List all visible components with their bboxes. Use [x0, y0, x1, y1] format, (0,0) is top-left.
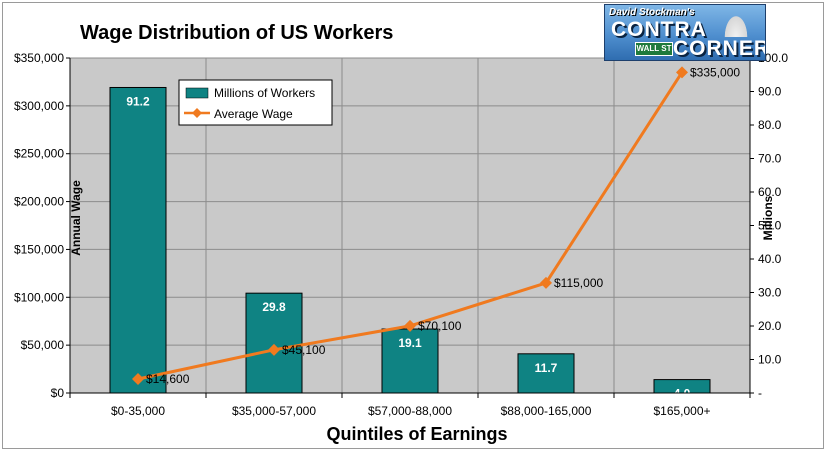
right-tick-label: 50.0	[758, 219, 782, 233]
line-point-marker	[404, 319, 416, 332]
right-tick-label: 70.0	[758, 152, 782, 166]
right-tick-label: 30.0	[758, 286, 782, 300]
left-tick-label: $50,000	[21, 338, 65, 352]
left-tick-label: $300,000	[14, 99, 64, 113]
right-tick-label: 10.0	[758, 353, 782, 367]
x-tick-label: $88,000-165,000	[501, 404, 592, 418]
bar-data-label: 4.0	[674, 387, 691, 401]
legend-swatch-bars	[185, 87, 209, 99]
bar-data-label: 19.1	[398, 336, 422, 350]
left-tick-label: $0	[51, 386, 65, 400]
legend-swatch-marker	[192, 108, 202, 118]
line-point-marker	[268, 343, 280, 356]
line-data-label: $115,000	[554, 276, 603, 290]
logo-word-contra: CONTRA	[611, 18, 707, 41]
line-data-label: $70,100	[418, 319, 462, 333]
right-tick-label: -	[758, 386, 762, 400]
right-tick-label: 20.0	[758, 319, 782, 333]
legend-label-workers: Millions of Workers	[214, 86, 315, 100]
line-point-marker	[132, 373, 144, 386]
chart-title: Wage Distribution of US Workers	[80, 22, 393, 44]
bar-workers	[517, 353, 575, 394]
right-axis: -10.020.030.040.050.060.070.080.090.0100…	[749, 51, 788, 400]
right-tick-label: 90.0	[758, 85, 782, 99]
line-series: $14,600 $45,100 $70,100 $115,000 $335,000	[132, 65, 740, 386]
bar-data-label: 29.8	[262, 300, 286, 314]
bar-series: 91.2 29.8 19.1 11.7 4.0	[109, 86, 711, 401]
contra-corner-logo: David Stockman's CONTRA WALL ST CORNER	[604, 4, 766, 61]
line-data-label: $335,000	[690, 65, 740, 79]
line-point-marker	[676, 66, 688, 79]
legend-box	[178, 79, 333, 126]
line-data-label: $45,100	[282, 343, 326, 357]
right-tick-label: 40.0	[758, 252, 782, 266]
right-tick-label: 60.0	[758, 185, 782, 199]
y2-axis-label: Millions	[761, 195, 775, 240]
x-tick-label: $0-35,000	[111, 404, 165, 418]
x-tick-label: $165,000+	[653, 404, 710, 418]
bar-workers	[245, 292, 303, 394]
capitol-dome-icon	[723, 13, 749, 37]
x-tick-label: $57,000-88,000	[368, 404, 452, 418]
left-tick-label: $150,000	[14, 242, 64, 256]
x-tick-label: $35,000-57,000	[232, 404, 316, 418]
bar-data-label: 91.2	[126, 94, 150, 108]
logo-word-corner: CORNER	[673, 37, 766, 60]
left-tick-label: $250,000	[14, 147, 64, 161]
x-axis: $0-35,000 $35,000-57,000 $57,000-88,000 $88…	[69, 392, 751, 418]
line-data-label: $14,600	[146, 372, 190, 386]
logo-byline: David Stockman's	[609, 7, 695, 18]
left-tick-label: $350,000	[14, 51, 64, 65]
x-axis-label: Quintiles of Earnings	[326, 424, 507, 444]
wall-street-sign-icon: WALL ST	[635, 42, 673, 56]
left-tick-label: $100,000	[14, 290, 64, 304]
right-tick-label: 80.0	[758, 118, 782, 132]
bar-workers	[109, 86, 167, 394]
bar-workers	[381, 328, 439, 394]
legend: Millions of Workers Average Wage	[178, 79, 333, 126]
left-tick-label: $200,000	[14, 195, 64, 209]
left-axis: $0 $50,000 $100,000 $150,000 $200,000 $250,00…	[14, 51, 71, 400]
bar-data-label: 11.7	[535, 361, 558, 375]
line-point-marker	[540, 276, 552, 289]
y-axis-label: Annual Wage	[69, 180, 83, 256]
legend-label-wage: Average Wage	[214, 107, 293, 121]
